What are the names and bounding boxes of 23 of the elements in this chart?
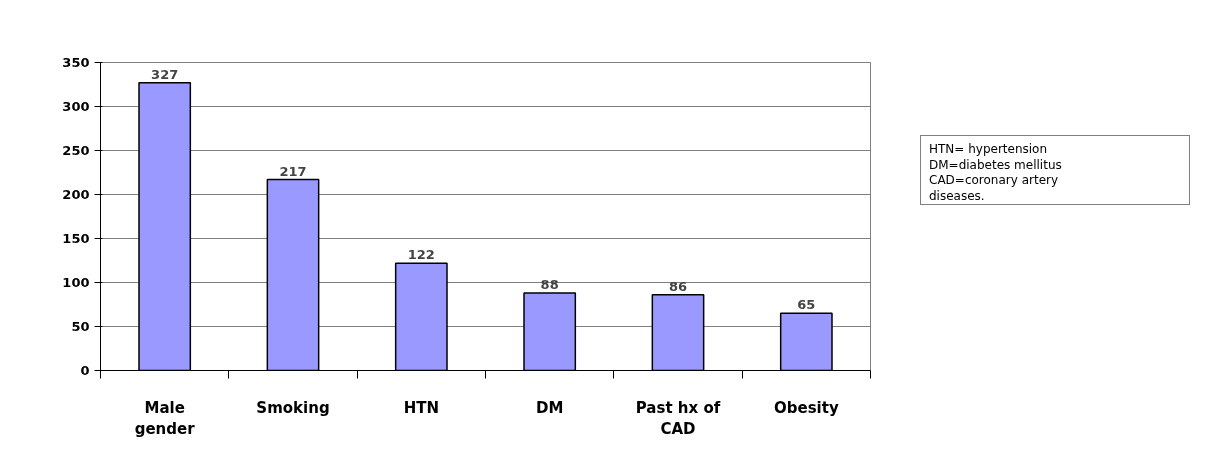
y-tick-label: 250 xyxy=(62,143,90,158)
y-tick-label: 200 xyxy=(62,187,90,202)
x-tick-label: Past hx of CAD xyxy=(635,398,721,439)
y-tick-label: 100 xyxy=(62,275,90,290)
y-tick-label: 350 xyxy=(62,55,90,70)
x-tick-label: Obesity xyxy=(773,398,839,417)
text: CAD=coronary artery xyxy=(929,173,1059,188)
x-tick-label: Male gender xyxy=(134,398,196,439)
data-label: 327 xyxy=(151,66,179,82)
data-label: 65 xyxy=(797,297,816,313)
data-label: 86 xyxy=(668,278,688,294)
text: HTN= hypertension xyxy=(929,142,1048,156)
x-tick-label: DM xyxy=(535,398,564,417)
x-tick-label: HTN xyxy=(403,398,440,417)
y-tick-label: 50 xyxy=(71,319,90,334)
text: diseases. xyxy=(929,188,985,203)
data-label: 217 xyxy=(279,163,307,179)
y-tick-label: 300 xyxy=(62,99,90,114)
data-label: 122 xyxy=(407,247,435,263)
text: DM=diabetes mellitus xyxy=(929,157,1062,172)
y-tick-label: 150 xyxy=(62,231,90,246)
y-tick-label: 0 xyxy=(80,363,90,378)
x-tick-label: Smoking xyxy=(256,398,330,417)
